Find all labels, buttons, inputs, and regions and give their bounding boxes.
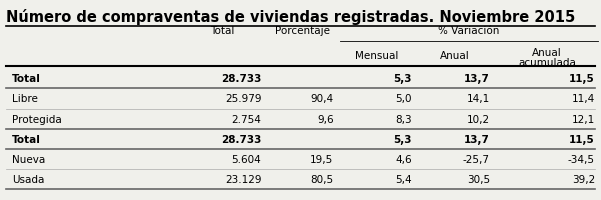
Text: 39,2: 39,2: [572, 174, 595, 184]
Text: 80,5: 80,5: [311, 174, 334, 184]
Text: 5.604: 5.604: [231, 154, 261, 164]
Text: Total: Total: [12, 74, 41, 84]
Text: 11,4: 11,4: [572, 94, 595, 104]
Text: Número de compraventas de viviendas registradas. Noviembre 2015: Número de compraventas de viviendas regi…: [6, 9, 575, 25]
Text: 25.979: 25.979: [225, 94, 261, 104]
Text: 28.733: 28.733: [221, 74, 261, 84]
Text: 12,1: 12,1: [572, 114, 595, 124]
Text: 5,3: 5,3: [393, 74, 412, 84]
Text: 30,5: 30,5: [467, 174, 490, 184]
Text: Total: Total: [12, 134, 41, 144]
Text: 90,4: 90,4: [311, 94, 334, 104]
Text: -25,7: -25,7: [463, 154, 490, 164]
Text: 23.129: 23.129: [225, 174, 261, 184]
Text: Protegida: Protegida: [12, 114, 62, 124]
Text: 11,5: 11,5: [569, 134, 595, 144]
Text: 19,5: 19,5: [310, 154, 334, 164]
Text: 13,7: 13,7: [464, 74, 490, 84]
Text: Libre: Libre: [12, 94, 38, 104]
Text: Mensual: Mensual: [355, 51, 399, 60]
Text: Usada: Usada: [12, 174, 44, 184]
Text: 13,7: 13,7: [464, 134, 490, 144]
Text: 28.733: 28.733: [221, 134, 261, 144]
Text: Anual: Anual: [441, 51, 470, 60]
Text: 5,3: 5,3: [393, 134, 412, 144]
Text: acumulada: acumulada: [518, 58, 576, 67]
Text: -34,5: -34,5: [568, 154, 595, 164]
Text: 8,3: 8,3: [395, 114, 412, 124]
Text: 4,6: 4,6: [395, 154, 412, 164]
Text: 11,5: 11,5: [569, 74, 595, 84]
Text: Nueva: Nueva: [12, 154, 45, 164]
Text: 2.754: 2.754: [231, 114, 261, 124]
Text: 5,0: 5,0: [395, 94, 412, 104]
Text: Total: Total: [210, 26, 234, 36]
Text: 10,2: 10,2: [467, 114, 490, 124]
Text: 14,1: 14,1: [466, 94, 490, 104]
Text: Anual: Anual: [532, 48, 562, 57]
Text: Porcentaje: Porcentaje: [275, 26, 329, 36]
Text: 5,4: 5,4: [395, 174, 412, 184]
Text: 9,6: 9,6: [317, 114, 334, 124]
Text: % Variación: % Variación: [438, 26, 499, 36]
